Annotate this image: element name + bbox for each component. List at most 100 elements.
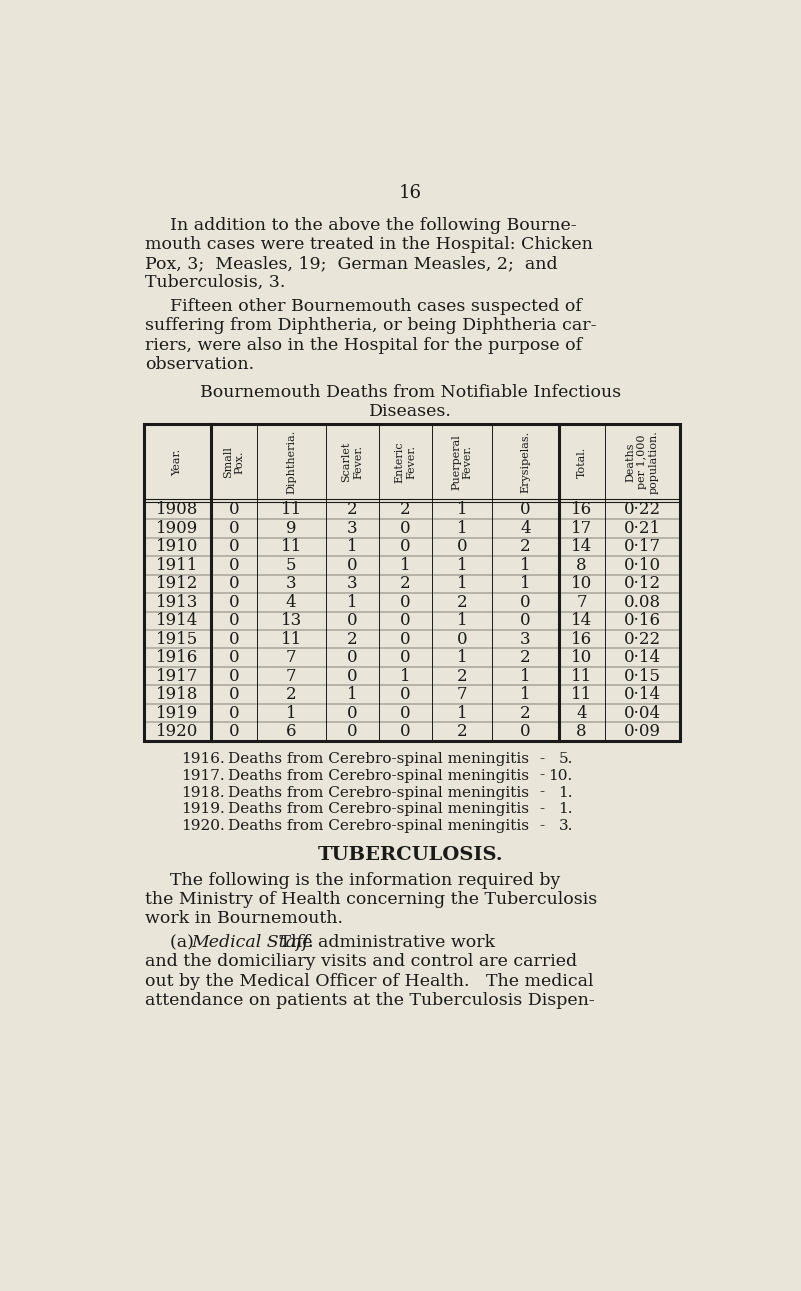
Text: 0·09: 0·09 [624, 723, 661, 740]
Text: 0: 0 [228, 538, 239, 555]
Text: the Ministry of Health concerning the Tuberculosis: the Ministry of Health concerning the Tu… [145, 891, 598, 908]
Text: 9: 9 [286, 520, 296, 537]
Text: 1910: 1910 [156, 538, 199, 555]
Text: 0·04: 0·04 [624, 705, 661, 722]
Text: Fifteen other Bournemouth cases suspected of: Fifteen other Bournemouth cases suspecte… [170, 298, 582, 315]
Text: 1: 1 [400, 556, 411, 573]
Text: 0: 0 [228, 723, 239, 740]
Text: 0: 0 [400, 705, 411, 722]
Text: 0·17: 0·17 [624, 538, 661, 555]
Text: 0: 0 [347, 723, 357, 740]
Text: 14: 14 [571, 612, 592, 629]
Text: 0·14: 0·14 [624, 649, 661, 666]
Text: 1: 1 [520, 556, 531, 573]
Text: 0·12: 0·12 [624, 576, 661, 593]
Text: 11: 11 [571, 667, 592, 684]
Text: Puerperal
Fever.: Puerperal Fever. [451, 434, 473, 491]
Text: Tuberculosis, 3.: Tuberculosis, 3. [145, 274, 285, 292]
Text: 11: 11 [280, 631, 302, 648]
Text: 0: 0 [457, 538, 468, 555]
Text: 7: 7 [576, 594, 587, 611]
Text: 2: 2 [457, 594, 468, 611]
Text: Deaths from Cerebro-spinal meningitis: Deaths from Cerebro-spinal meningitis [228, 768, 529, 782]
Text: Year.: Year. [172, 448, 183, 475]
Text: -: - [539, 785, 545, 799]
Text: 0: 0 [228, 594, 239, 611]
Text: 10: 10 [571, 576, 592, 593]
Text: Deaths from Cerebro-spinal meningitis: Deaths from Cerebro-spinal meningitis [228, 785, 529, 799]
Text: 0: 0 [520, 723, 531, 740]
Text: 0: 0 [228, 556, 239, 573]
Text: 1: 1 [457, 520, 468, 537]
Text: 8: 8 [576, 723, 587, 740]
Text: 0: 0 [347, 667, 357, 684]
Text: 1917.: 1917. [182, 768, 225, 782]
Text: 0: 0 [228, 501, 239, 519]
Text: 0: 0 [400, 612, 411, 629]
Text: 1: 1 [457, 705, 468, 722]
Text: 1913: 1913 [156, 594, 199, 611]
Text: 1: 1 [347, 538, 357, 555]
Text: 2: 2 [520, 649, 531, 666]
Text: 0·21: 0·21 [624, 520, 661, 537]
Text: 4: 4 [576, 705, 587, 722]
Text: 0: 0 [520, 612, 531, 629]
Text: 7: 7 [286, 649, 296, 666]
Text: 1912: 1912 [156, 576, 199, 593]
Text: 0·15: 0·15 [624, 667, 661, 684]
Text: 3: 3 [286, 576, 296, 593]
Text: 2: 2 [286, 687, 296, 704]
Text: 0: 0 [400, 594, 411, 611]
Text: In addition to the above the following Bourne-: In addition to the above the following B… [170, 217, 577, 234]
Text: 5.: 5. [558, 751, 573, 766]
Text: mouth cases were treated in the Hospital: Chicken: mouth cases were treated in the Hospital… [145, 236, 593, 253]
Text: 1908: 1908 [156, 501, 199, 519]
Text: Enteric
Fever.: Enteric Fever. [395, 442, 417, 483]
Text: Deaths from Cerebro-spinal meningitis: Deaths from Cerebro-spinal meningitis [228, 803, 529, 816]
Text: 2: 2 [400, 576, 411, 593]
Text: 11: 11 [280, 538, 302, 555]
Text: Diphtheria.: Diphtheria. [286, 430, 296, 494]
Text: 0·10: 0·10 [624, 556, 661, 573]
Text: The administrative work: The administrative work [263, 935, 495, 951]
Text: 6: 6 [286, 723, 296, 740]
Text: 7: 7 [457, 687, 468, 704]
Text: 0: 0 [347, 556, 357, 573]
Text: 4: 4 [520, 520, 531, 537]
Text: 0: 0 [347, 649, 357, 666]
Text: 1920.: 1920. [182, 820, 225, 834]
Text: Small
Pox.: Small Pox. [223, 447, 244, 478]
Text: 1919: 1919 [156, 705, 199, 722]
Text: 3.: 3. [558, 820, 573, 834]
Text: 14: 14 [571, 538, 592, 555]
Text: Bournemouth Deaths from Notifiable Infectious: Bournemouth Deaths from Notifiable Infec… [199, 385, 621, 402]
Text: 16: 16 [571, 631, 592, 648]
Text: 1: 1 [457, 576, 468, 593]
Text: 1: 1 [286, 705, 296, 722]
Text: 0·22: 0·22 [624, 631, 661, 648]
Text: 0·16: 0·16 [624, 612, 661, 629]
Text: TUBERCULOSIS.: TUBERCULOSIS. [317, 846, 503, 864]
Text: 13: 13 [280, 612, 302, 629]
Text: 1: 1 [457, 556, 468, 573]
Text: 3: 3 [347, 576, 357, 593]
Text: 1: 1 [520, 576, 531, 593]
Text: 10: 10 [571, 649, 592, 666]
Text: 0: 0 [347, 705, 357, 722]
Text: riers, were also in the Hospital for the purpose of: riers, were also in the Hospital for the… [145, 337, 582, 354]
Text: 3: 3 [520, 631, 531, 648]
Text: 1917: 1917 [156, 667, 199, 684]
Text: 1909: 1909 [156, 520, 199, 537]
Text: 8: 8 [576, 556, 587, 573]
Text: Medical Staff.: Medical Staff. [191, 935, 314, 951]
Text: 11: 11 [571, 687, 592, 704]
Text: 2: 2 [400, 501, 411, 519]
Text: 16: 16 [399, 185, 421, 203]
Text: 1916.: 1916. [182, 751, 225, 766]
Text: 1: 1 [347, 687, 357, 704]
Text: 0: 0 [228, 687, 239, 704]
Text: -: - [539, 768, 545, 782]
Text: 0: 0 [400, 520, 411, 537]
Text: 4: 4 [286, 594, 296, 611]
Text: 0·22: 0·22 [624, 501, 661, 519]
